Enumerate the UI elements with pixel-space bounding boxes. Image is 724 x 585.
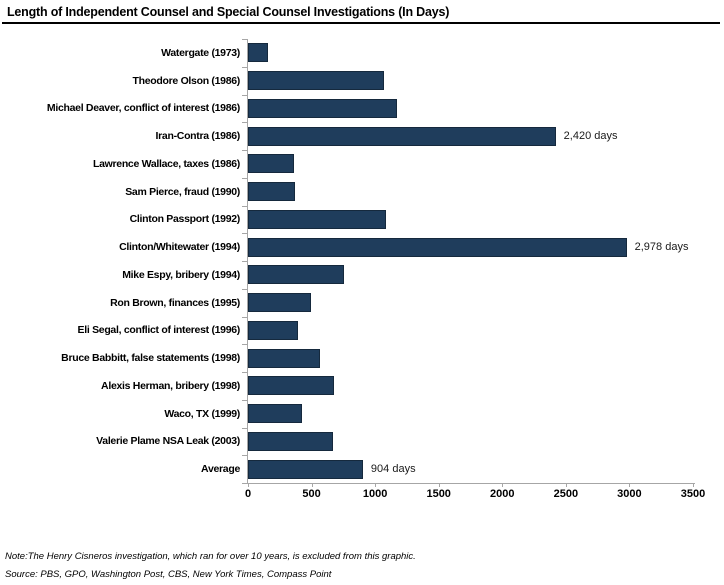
y-axis-tick (242, 205, 247, 207)
bar (248, 376, 335, 396)
x-axis-tick (438, 483, 440, 487)
y-axis-tick (242, 288, 247, 290)
bar-chart: Watergate (1973) Theodore Olson (1986) Mic… (0, 39, 724, 509)
category-label: Waco, TX (1999) (164, 407, 240, 420)
category-label: Valerie Plame NSA Leak (2003) (96, 435, 240, 448)
x-axis-tick (248, 483, 249, 487)
title-underline (2, 22, 720, 24)
bar (248, 154, 295, 174)
x-tick-label: 0 (244, 488, 252, 500)
category-label: Iran-Contra (1986) (155, 130, 241, 143)
bar-value-label: 904 days (370, 463, 416, 476)
category-label: Ron Brown, finances (1995) (110, 296, 240, 309)
bar-value-label: 2,420 days (563, 130, 618, 143)
x-tick-label: 1500 (426, 488, 451, 500)
category-label: Alexis Herman, bribery (1998) (101, 379, 240, 392)
category-label: Clinton Passport (1992) (129, 213, 241, 226)
x-axis-tick (565, 483, 567, 487)
y-axis-tick (242, 399, 247, 401)
category-label: Bruce Babbitt, false statements (1998) (61, 352, 240, 365)
category-label: Eli Segal, conflict of interest (1996) (77, 324, 241, 337)
x-axis-tick (693, 483, 694, 487)
category-label: Michael Deaver, conflict of interest (19… (46, 102, 240, 115)
y-axis-tick (242, 66, 247, 68)
y-axis-tick (242, 316, 247, 318)
x-tick-label: 3000 (617, 488, 642, 500)
bar (248, 209, 386, 229)
x-axis-tick (502, 483, 504, 487)
x-axis-line (246, 483, 695, 484)
y-axis-tick (242, 372, 247, 373)
y-axis-tick (242, 455, 247, 457)
y-axis-tick (242, 233, 247, 235)
bar (248, 71, 385, 91)
y-axis-tick (242, 122, 247, 124)
bar (248, 459, 363, 479)
bar (248, 182, 296, 202)
category-label: Watergate (1973) (161, 46, 240, 59)
x-axis-tick (375, 483, 377, 487)
bar (248, 293, 311, 313)
x-tick-label: 2500 (553, 488, 579, 500)
bar (248, 431, 333, 451)
note-text: Note:The Henry Cisneros investigation, w… (5, 551, 416, 562)
y-axis-line (247, 39, 248, 484)
bar (248, 43, 269, 63)
category-label: Clinton/Whitewater (1994) (119, 241, 240, 254)
category-label: Mike Espy, bribery (1994) (122, 268, 240, 281)
bar (248, 320, 298, 340)
category-label: Theodore Olson (1986) (132, 74, 241, 87)
bar (248, 404, 303, 424)
y-axis-tick (242, 150, 247, 151)
x-tick-label: 500 (302, 488, 321, 500)
bar (248, 126, 556, 146)
x-tick-label: 1000 (362, 488, 388, 500)
category-label: Lawrence Wallace, taxes (1986) (92, 157, 240, 170)
x-axis-tick (629, 483, 631, 487)
y-axis-tick (242, 427, 247, 429)
category-label: Sam Pierce, fraud (1990) (125, 185, 240, 198)
bar (248, 98, 397, 118)
category-label: Average (201, 463, 240, 476)
bar-value-label: 2,978 days (634, 241, 689, 254)
source-text: Source: PBS, GPO, Washington Post, CBS, … (5, 569, 332, 580)
y-axis-tick (242, 39, 247, 40)
x-tick-label: 2000 (490, 488, 515, 500)
y-axis-tick (242, 344, 247, 346)
y-axis-tick (242, 261, 247, 262)
x-tick-label: 3500 (680, 488, 706, 500)
bar (248, 348, 321, 368)
bar (248, 265, 344, 285)
x-axis-tick (311, 483, 313, 487)
bar (248, 237, 627, 257)
y-axis-tick (242, 483, 247, 484)
y-axis-tick (242, 177, 247, 179)
y-axis-tick (242, 94, 247, 96)
chart-title: Length of Independent Counsel and Specia… (7, 5, 450, 19)
